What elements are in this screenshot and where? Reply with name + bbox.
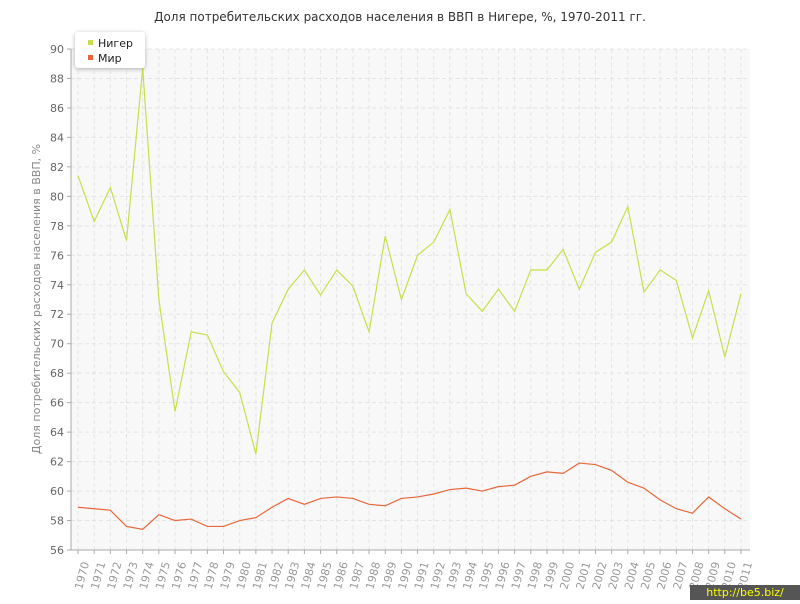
y-tick-label: 74 — [50, 279, 64, 292]
plot-area — [71, 49, 750, 550]
y-tick-label: 84 — [50, 131, 64, 144]
watermark: http://be5.biz/ — [706, 586, 784, 599]
y-axis-label: Доля потребительских расходов населения … — [30, 144, 43, 454]
y-tick-label: 76 — [50, 249, 64, 262]
legend-swatch — [88, 40, 93, 45]
y-tick-label: 56 — [50, 544, 64, 557]
legend-label: Нигер — [98, 37, 133, 50]
y-tick-label: 62 — [50, 456, 64, 469]
y-tick-label: 90 — [50, 43, 64, 56]
y-tick-label: 86 — [50, 102, 64, 115]
y-tick-label: 58 — [50, 515, 64, 528]
y-tick-label: 82 — [50, 161, 64, 174]
y-tick-label: 88 — [50, 72, 64, 85]
y-tick-label: 66 — [50, 397, 64, 410]
y-tick-label: 72 — [50, 308, 64, 321]
y-tick-label: 60 — [50, 485, 64, 498]
y-tick-label: 70 — [50, 338, 64, 351]
chart-title: Доля потребительских расходов населения … — [154, 10, 646, 24]
legend-swatch — [88, 55, 93, 60]
watermark-bg — [690, 585, 800, 600]
series-line — [77, 462, 742, 531]
y-tick-label: 80 — [50, 190, 64, 203]
y-tick-label: 78 — [50, 220, 64, 233]
legend-label: Мир — [98, 52, 122, 65]
y-tick-label: 68 — [50, 367, 64, 380]
y-tick-label: 64 — [50, 426, 64, 439]
series-line — [77, 68, 742, 455]
